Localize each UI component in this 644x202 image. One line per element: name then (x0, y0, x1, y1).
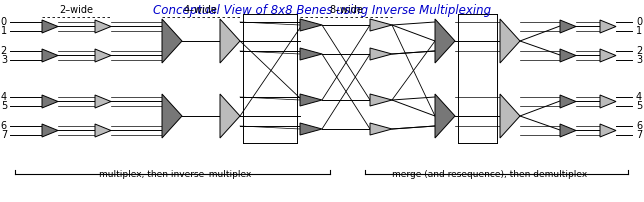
Polygon shape (300, 94, 322, 106)
Polygon shape (560, 124, 576, 137)
Polygon shape (560, 95, 576, 108)
Polygon shape (370, 19, 392, 31)
Polygon shape (600, 49, 616, 62)
Polygon shape (95, 124, 111, 137)
Polygon shape (600, 95, 616, 108)
Polygon shape (370, 48, 392, 60)
Text: multiplex, then inverse–multiplex: multiplex, then inverse–multiplex (99, 170, 251, 179)
Text: 3: 3 (636, 55, 642, 65)
Polygon shape (370, 94, 392, 106)
Text: 6: 6 (1, 121, 7, 131)
Polygon shape (42, 20, 58, 33)
Polygon shape (162, 94, 182, 138)
Polygon shape (600, 20, 616, 33)
Polygon shape (42, 124, 58, 137)
Text: 1: 1 (1, 26, 7, 36)
Text: merge (and resequence), then demultiplex: merge (and resequence), then demultiplex (392, 170, 587, 179)
Text: 4: 4 (636, 92, 642, 102)
Text: 2–wide: 2–wide (59, 5, 93, 15)
Polygon shape (300, 19, 322, 31)
Text: 6: 6 (636, 121, 642, 131)
Polygon shape (95, 95, 111, 108)
Text: 0: 0 (1, 17, 7, 27)
Polygon shape (95, 20, 111, 33)
Polygon shape (300, 48, 322, 60)
Text: 7: 7 (636, 130, 642, 140)
Text: 0: 0 (636, 17, 642, 27)
Polygon shape (220, 19, 240, 63)
Text: 5: 5 (1, 101, 7, 111)
Text: 5: 5 (636, 101, 642, 111)
Text: 2: 2 (1, 46, 7, 56)
Text: 7: 7 (1, 130, 7, 140)
Text: 3: 3 (1, 55, 7, 65)
Text: Conceptual View of 8x8 Benes using Inverse Multiplexing: Conceptual View of 8x8 Benes using Inver… (153, 4, 491, 17)
Polygon shape (42, 49, 58, 62)
Text: 4: 4 (1, 92, 7, 102)
Text: 4–wide: 4–wide (184, 5, 218, 15)
Polygon shape (95, 49, 111, 62)
Polygon shape (435, 19, 455, 63)
Text: 2: 2 (636, 46, 642, 56)
Polygon shape (560, 20, 576, 33)
Polygon shape (500, 94, 520, 138)
Polygon shape (220, 94, 240, 138)
Polygon shape (600, 124, 616, 137)
Polygon shape (42, 95, 58, 108)
Text: 1: 1 (636, 26, 642, 36)
Polygon shape (500, 19, 520, 63)
Polygon shape (300, 123, 322, 135)
Polygon shape (435, 94, 455, 138)
Text: 8–wide: 8–wide (329, 5, 363, 15)
Polygon shape (370, 123, 392, 135)
Polygon shape (560, 49, 576, 62)
Polygon shape (162, 19, 182, 63)
